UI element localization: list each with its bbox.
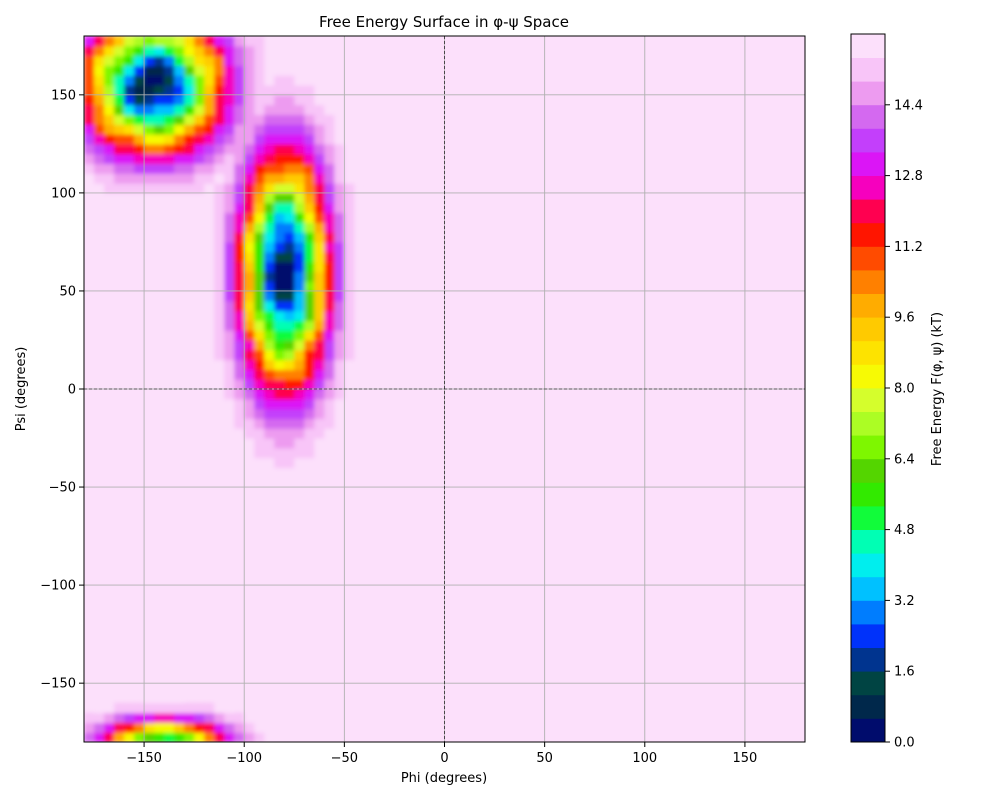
colorbar-tick-label: 12.8 xyxy=(894,169,923,184)
y-tick-label: 150 xyxy=(51,88,76,103)
colorbar-level xyxy=(851,81,885,106)
colorbar-level xyxy=(851,293,885,318)
colorbar-level xyxy=(851,340,885,365)
colorbar-tick-label: 8.0 xyxy=(894,382,915,397)
x-tick-label: −150 xyxy=(126,751,162,766)
colorbar-level xyxy=(851,435,885,460)
colorbar-level xyxy=(851,647,885,672)
colorbar-level xyxy=(851,411,885,436)
colorbar-tick-label: 0.0 xyxy=(894,736,915,751)
colorbar-tick-label: 6.4 xyxy=(894,452,915,467)
colorbar-tick-label: 11.2 xyxy=(894,240,923,255)
x-axis: −150 −100 −50 0 50 100 150 xyxy=(126,742,757,766)
colorbar-level xyxy=(851,388,885,412)
colorbar-level xyxy=(851,199,885,224)
colorbar-level xyxy=(851,624,885,648)
y-tick-label: −50 xyxy=(49,481,76,496)
colorbar-level xyxy=(851,317,885,342)
x-tick-label: 0 xyxy=(440,751,448,766)
colorbar-level xyxy=(851,57,885,82)
colorbar-level xyxy=(851,458,885,483)
colorbar-label: Free Energy F(φ, ψ) (kT) xyxy=(930,312,945,466)
colorbar-level xyxy=(851,718,885,743)
x-tick-label: −100 xyxy=(226,751,262,766)
x-tick-label: −50 xyxy=(331,751,358,766)
y-tick-label: −150 xyxy=(40,677,76,692)
y-tick-label: 50 xyxy=(59,284,76,299)
colorbar-level xyxy=(851,694,885,719)
colorbar-level xyxy=(851,222,885,247)
colorbar-level xyxy=(851,246,885,271)
colorbar-level xyxy=(851,600,885,625)
colorbar-level xyxy=(851,128,885,153)
colorbar-level xyxy=(851,576,885,601)
colorbar-tick-label: 4.8 xyxy=(894,523,915,538)
colorbar-tick-label: 14.4 xyxy=(894,98,923,113)
colorbar-tick-label: 3.2 xyxy=(894,594,915,609)
colorbar-level xyxy=(851,553,885,578)
colorbar-level xyxy=(851,482,885,507)
x-tick-label: 50 xyxy=(536,751,553,766)
colorbar-level xyxy=(851,364,885,389)
x-tick-label: 150 xyxy=(733,751,758,766)
colorbar-level xyxy=(851,34,885,58)
colorbar-level xyxy=(851,671,885,696)
x-axis-label: Phi (degrees) xyxy=(401,771,487,786)
colorbar-level xyxy=(851,529,885,554)
free-energy-surface xyxy=(84,36,365,742)
colorbar-tick-label: 1.6 xyxy=(894,665,915,680)
colorbar-level xyxy=(851,152,885,176)
x-tick-label: 100 xyxy=(632,751,657,766)
y-axis: −150 −100 −50 0 50 100 150 xyxy=(40,88,84,692)
colorbar-level xyxy=(851,104,885,129)
colorbar-level xyxy=(851,175,885,200)
colorbar-level xyxy=(851,270,885,294)
colorbar-level xyxy=(851,506,885,530)
y-tick-label: 0 xyxy=(68,383,76,398)
chart-title: Free Energy Surface in φ-ψ Space xyxy=(319,13,569,31)
colorbar-tick-label: 9.6 xyxy=(894,311,915,326)
reference-lines xyxy=(84,36,805,742)
colorbar: 0.0 1.6 3.2 4.8 6.4 8.0 9.6 11.2 12.8 14.4 xyxy=(850,33,923,751)
y-axis-label: Psi (degrees) xyxy=(14,347,29,432)
plot-area xyxy=(83,35,806,743)
y-tick-label: −100 xyxy=(40,579,76,594)
y-tick-label: 100 xyxy=(51,186,76,201)
